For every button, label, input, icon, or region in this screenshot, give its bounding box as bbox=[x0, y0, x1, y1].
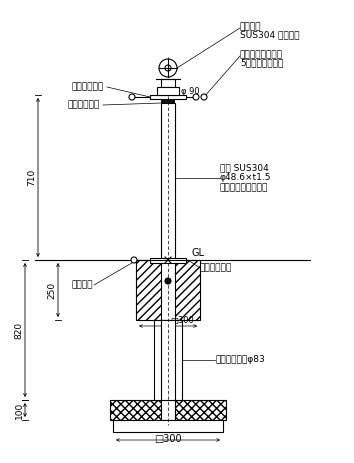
Text: 5ミリ　電解研磨: 5ミリ 電解研磨 bbox=[240, 58, 283, 67]
Text: ゴムパッキン: ゴムパッキン bbox=[72, 82, 104, 92]
Bar bbox=[157, 87, 179, 95]
Bar bbox=[161, 79, 175, 87]
Text: ステンレスクサリ: ステンレスクサリ bbox=[240, 50, 283, 59]
Bar bbox=[161, 103, 175, 260]
Text: 710: 710 bbox=[28, 169, 36, 186]
Bar bbox=[154, 320, 182, 400]
Text: キャップ: キャップ bbox=[240, 22, 262, 31]
Text: 250: 250 bbox=[47, 282, 57, 299]
Text: 白反射テープ: 白反射テープ bbox=[68, 100, 100, 110]
Text: 820: 820 bbox=[15, 321, 23, 338]
Circle shape bbox=[159, 59, 177, 77]
Bar bbox=[161, 400, 175, 420]
Bar bbox=[161, 99, 175, 103]
Circle shape bbox=[131, 257, 137, 263]
Bar bbox=[110, 400, 226, 420]
Text: □300: □300 bbox=[154, 434, 182, 444]
Circle shape bbox=[193, 94, 199, 100]
Bar bbox=[113, 420, 223, 432]
Text: GL: GL bbox=[192, 248, 205, 258]
Text: □300: □300 bbox=[170, 316, 194, 325]
Circle shape bbox=[165, 65, 171, 71]
Text: φ 90: φ 90 bbox=[181, 88, 200, 96]
Bar bbox=[161, 260, 175, 320]
Text: 支柱 SUS304: 支柱 SUS304 bbox=[220, 163, 269, 172]
Bar bbox=[150, 95, 186, 99]
Text: 100: 100 bbox=[15, 401, 23, 419]
Text: 外側パイプ　φ83: 外側パイプ φ83 bbox=[215, 356, 265, 364]
Text: ヘアーライン仕上げ: ヘアーライン仕上げ bbox=[220, 183, 268, 192]
Text: ワンタッチ錠: ワンタッチ錠 bbox=[200, 263, 232, 273]
Circle shape bbox=[129, 94, 135, 100]
Circle shape bbox=[165, 278, 171, 284]
Text: φ48.6×t1.5: φ48.6×t1.5 bbox=[220, 173, 272, 182]
Bar bbox=[150, 257, 186, 263]
Text: 六角キー: 六角キー bbox=[72, 281, 93, 289]
Bar bbox=[161, 320, 175, 400]
Text: SUS304 バフ研磨: SUS304 バフ研磨 bbox=[240, 30, 299, 39]
Circle shape bbox=[201, 94, 207, 100]
Bar bbox=[136, 260, 200, 320]
